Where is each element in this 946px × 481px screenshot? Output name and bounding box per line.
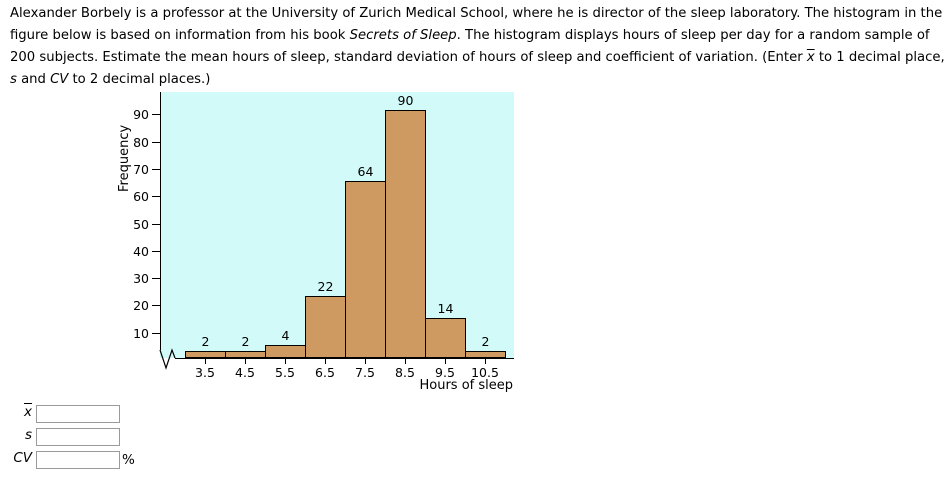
x-axis-line <box>175 358 514 359</box>
question-line-2: figure below is based on information fro… <box>10 28 930 43</box>
cv-symbol: CV <box>50 72 69 87</box>
percent-sign: % <box>122 452 135 468</box>
y-tick-label: 20 <box>133 298 149 314</box>
x-tick-label: 8.5 <box>395 365 415 380</box>
bar-value-label: 64 <box>357 164 374 180</box>
s-input-label: s <box>24 427 32 443</box>
s-input[interactable] <box>36 428 120 446</box>
y-tick <box>152 305 160 307</box>
x-tick <box>485 358 486 364</box>
y-tick <box>152 168 160 170</box>
bar-value-label: 22 <box>317 278 334 294</box>
y-tick-label: 60 <box>133 189 149 205</box>
question-line-1: Alexander Borbely is a professor at the … <box>10 6 943 21</box>
y-tick <box>152 278 160 280</box>
y-tick-label: 50 <box>133 216 149 232</box>
x-tick-label: 6.5 <box>315 365 335 380</box>
bar-value-label: 2 <box>241 333 250 349</box>
xbar-input[interactable] <box>36 405 120 423</box>
x-axis-title: Hours of sleep <box>419 378 513 393</box>
x-tick <box>405 358 406 364</box>
y-tick-label: 40 <box>133 243 149 259</box>
book-title: Secrets of Sleep <box>349 28 457 43</box>
y-tick <box>152 332 160 334</box>
x-tick <box>245 358 246 364</box>
bar-value-label: 2 <box>201 333 210 349</box>
question-text: Alexander Borbely is a professor at the … <box>10 3 946 91</box>
x-tick-label: 3.5 <box>195 365 215 380</box>
y-tick <box>152 250 160 252</box>
y-tick-label: 80 <box>133 134 149 150</box>
y-tick-label: 90 <box>133 107 149 123</box>
x-tick <box>365 358 366 364</box>
s-symbol: s <box>10 72 17 87</box>
histogram-bar <box>265 345 306 358</box>
axis-break-icon <box>159 348 176 370</box>
histogram-bar <box>345 181 386 358</box>
histogram-bar <box>465 350 506 358</box>
y-tick-label: 30 <box>133 271 149 287</box>
y-tick <box>152 141 160 143</box>
cv-input-label: CV <box>13 450 32 466</box>
y-tick-label: 70 <box>133 161 149 177</box>
bar-value-label: 4 <box>281 328 290 344</box>
x-tick <box>205 358 206 364</box>
y-tick <box>152 196 160 198</box>
x-tick-label: 4.5 <box>235 365 255 380</box>
x-tick-label: 7.5 <box>355 365 375 380</box>
question-line-4: s and CV to 2 decimal places.) <box>10 72 211 87</box>
bar-value-label: 14 <box>437 300 454 316</box>
histogram-bar <box>385 110 426 358</box>
x-tick <box>445 358 446 364</box>
bar-value-label: 90 <box>397 93 414 109</box>
x-tick-label: 5.5 <box>275 365 295 380</box>
y-tick <box>152 223 160 225</box>
y-tick <box>152 114 160 116</box>
histogram-bar <box>225 350 266 358</box>
x-tick <box>325 358 326 364</box>
x-tick <box>285 358 286 364</box>
xbar-input-label: x <box>24 404 32 420</box>
bar-value-label: 2 <box>481 333 490 349</box>
y-tick-label: 10 <box>133 325 149 341</box>
histogram-bar <box>425 317 466 358</box>
histogram-bar <box>305 295 346 358</box>
histogram-bar <box>185 350 226 358</box>
y-axis-line <box>160 92 161 350</box>
x-tick-label: 10.5 <box>471 365 499 380</box>
cv-input[interactable] <box>36 451 120 469</box>
xbar-symbol: x <box>806 50 815 65</box>
question-line-3: 200 subjects. Estimate the mean hours of… <box>10 50 945 65</box>
x-tick-label: 9.5 <box>435 365 455 380</box>
